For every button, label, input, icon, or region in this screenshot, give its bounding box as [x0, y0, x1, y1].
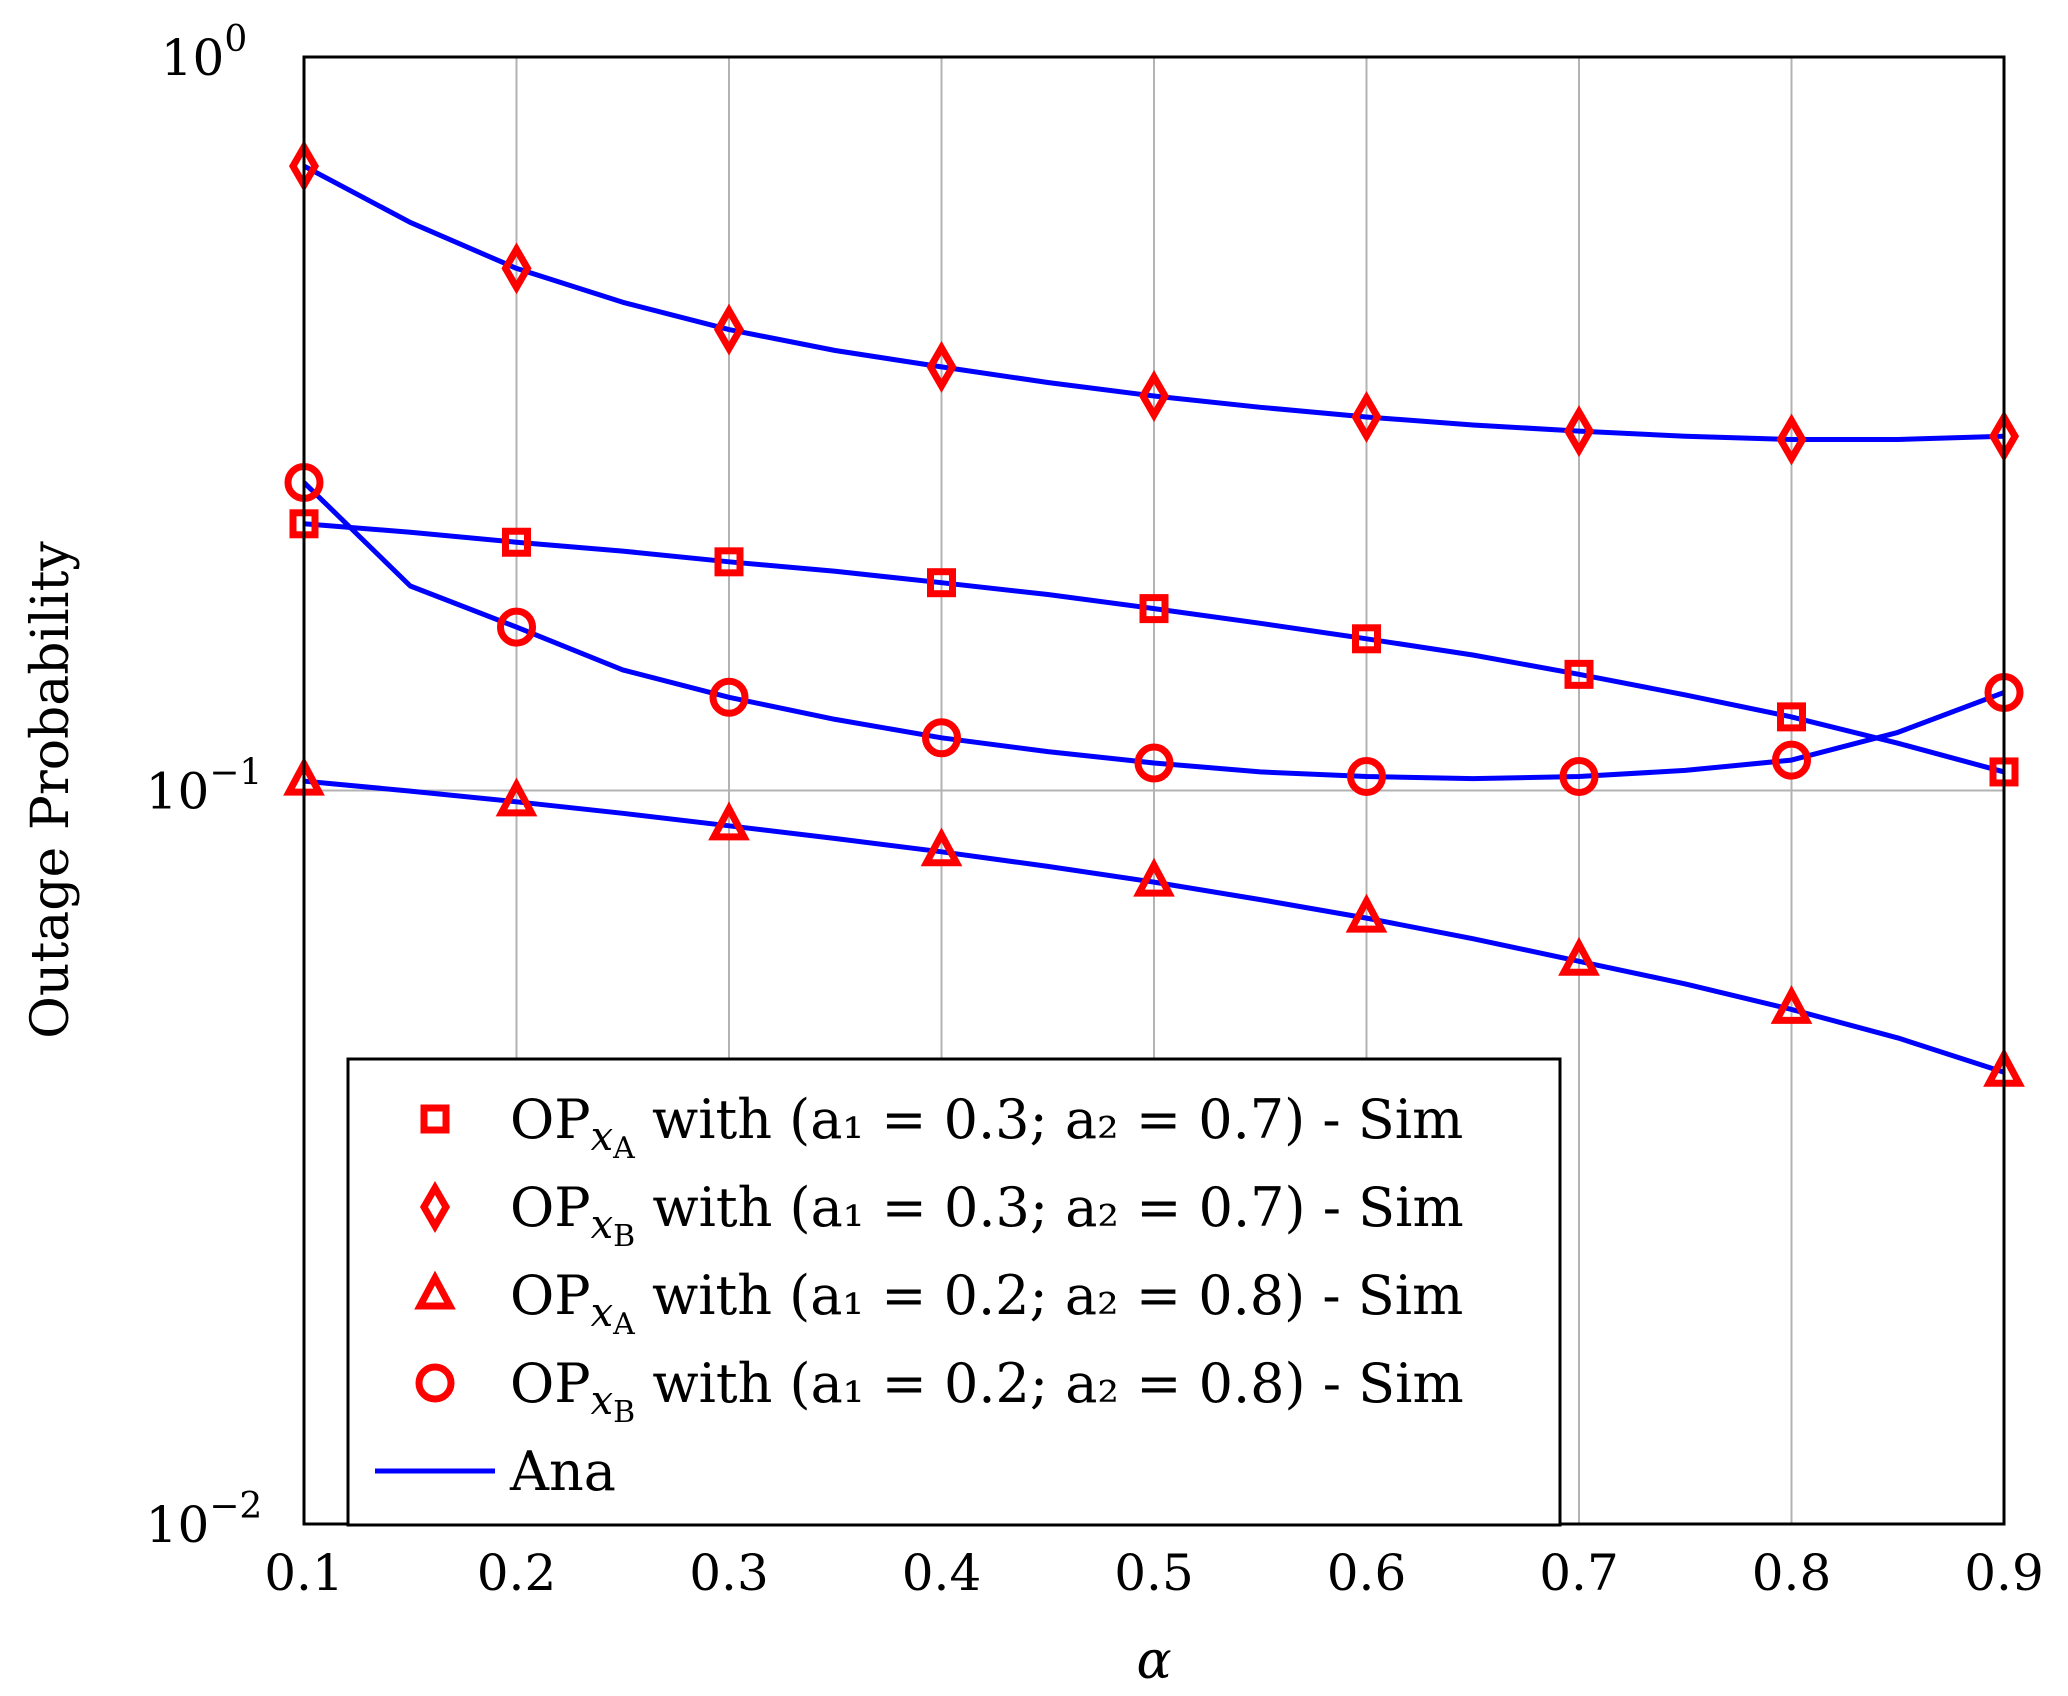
legend-marker-triangle — [414, 1270, 456, 1310]
y-axis-ticks: 100 10−1 10−2 — [146, 19, 263, 1554]
sim-point-square — [1777, 702, 1806, 732]
sim-point-square — [1139, 594, 1169, 624]
legend-entry: OPxB with (a₁ = 0.3; a₂ = 0.7) - Sim — [510, 1176, 1464, 1254]
x-tick-label: 0.3 — [689, 1544, 769, 1602]
x-tick-label: 0.7 — [1539, 1544, 1619, 1602]
x-tick-label: 0.5 — [1114, 1544, 1194, 1602]
ana-curve — [304, 163, 2004, 442]
sim-point-triangle — [1133, 857, 1175, 897]
sim-point-triangle — [708, 801, 750, 841]
legend-marker-circle — [415, 1363, 455, 1403]
sim-point-triangle — [920, 827, 963, 867]
legend: OPxA with (a₁ = 0.3; a₂ = 0.7) - Sim OPxB… — [346, 1057, 1562, 1527]
sim-point-circle — [1772, 740, 1811, 780]
legend-box — [346, 1057, 1562, 1527]
legend-marker-square — [420, 1104, 450, 1134]
x-tick-label: 0.9 — [1964, 1544, 2044, 1602]
x-tick-label: 0.8 — [1752, 1544, 1832, 1602]
sim-point-triangle — [1770, 984, 1813, 1024]
sim-point-triangle — [1345, 893, 1388, 933]
sim-point-circle — [1347, 756, 1386, 796]
sim-point-diamond — [1563, 405, 1595, 458]
x-tick-label: 0.2 — [477, 1544, 557, 1602]
legend-entry: OPxA with (a₁ = 0.2; a₂ = 0.8) - Sim — [510, 1264, 1463, 1342]
sim-point-diamond — [926, 340, 957, 393]
ana-curve — [304, 480, 2004, 782]
sim-point-square — [502, 527, 531, 557]
y-tick-label: 10−2 — [146, 1486, 263, 1554]
x-tick-label: 0.1 — [264, 1544, 344, 1602]
x-axis-ticks: 0.1 0.2 0.3 0.4 0.5 0.6 0.7 0.8 0.9 — [264, 1544, 2044, 1602]
x-axis-label: α — [1136, 1631, 1171, 1691]
sim-point-square — [1352, 624, 1381, 654]
sim-point-triangle — [495, 777, 538, 817]
sim-point-circle — [709, 677, 749, 717]
ana-curve — [304, 778, 2004, 1075]
legend-entry: OPxB with (a₁ = 0.2; a₂ = 0.8) - Sim — [510, 1352, 1464, 1430]
sim-point-circle — [922, 718, 961, 758]
sim-point-square — [927, 568, 956, 598]
sim-point-square — [1564, 659, 1594, 689]
sim-point-diamond — [1776, 413, 1807, 466]
sim-point-circle — [1559, 756, 1599, 796]
sim-point-diamond — [1138, 370, 1170, 422]
analytic-curves — [304, 163, 2004, 1075]
x-tick-label: 0.4 — [902, 1544, 982, 1602]
sim-point-circle — [1134, 743, 1174, 783]
legend-entry: OPxA with (a₁ = 0.3; a₂ = 0.7) - Sim — [510, 1088, 1463, 1166]
sim-point-diamond — [1351, 391, 1382, 443]
y-tick-label: 100 — [161, 19, 248, 87]
sim-point-square — [714, 547, 744, 577]
sim-point-triangle — [1558, 936, 1600, 976]
sim-point-diamond — [713, 303, 745, 356]
x-tick-label: 0.6 — [1327, 1544, 1407, 1602]
sim-point-circle — [497, 607, 536, 647]
legend-marker-diamond — [419, 1181, 451, 1233]
y-tick-label: 10−1 — [146, 753, 263, 821]
sim-point-diamond — [501, 242, 532, 295]
simulation-markers — [283, 140, 2025, 1087]
ana-curve — [304, 521, 2004, 775]
legend-entry: Ana — [509, 1440, 616, 1503]
y-axis-label: Outage Probability — [21, 541, 81, 1039]
